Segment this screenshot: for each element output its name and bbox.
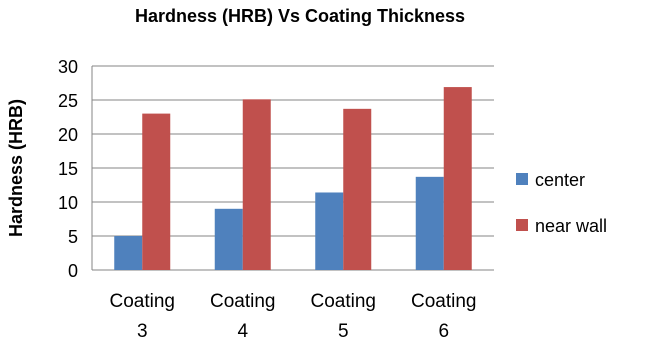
x-tick-label: 5 [338,321,349,342]
chart-title: Hardness (HRB) Vs Coating Thickness [134,6,466,26]
y-tick-label: 25 [58,91,78,111]
x-tick-label: Coating [210,291,276,312]
x-tick-label: Coating [110,291,176,312]
y-axis-label: Hardness (HRB) [6,99,26,237]
x-tick-label: 3 [137,321,148,342]
y-tick-label: 20 [58,125,78,145]
bar-near-wall [142,113,171,270]
legend-entry: center [535,170,585,190]
x-tick-label: 4 [237,321,248,342]
bar-center [214,208,243,270]
legend-swatch [516,173,528,185]
y-tick-label: 10 [58,193,78,213]
bar-center [415,176,444,270]
legend-entry: near wall [535,216,607,236]
bar-near-wall [343,108,372,270]
x-tick-label: Coating [411,291,477,312]
bar-center [114,236,143,270]
y-tick-label: 15 [58,159,78,179]
bar-center [315,192,344,270]
y-tick-label: 0 [68,261,78,281]
x-tick-label: Coating [311,291,377,312]
bar-near-wall [443,87,472,270]
y-tick-label: 30 [58,57,78,77]
y-tick-label: 5 [68,227,78,247]
legend-swatch [516,219,528,231]
bar-near-wall [242,99,271,270]
x-tick-label: 6 [438,321,449,342]
